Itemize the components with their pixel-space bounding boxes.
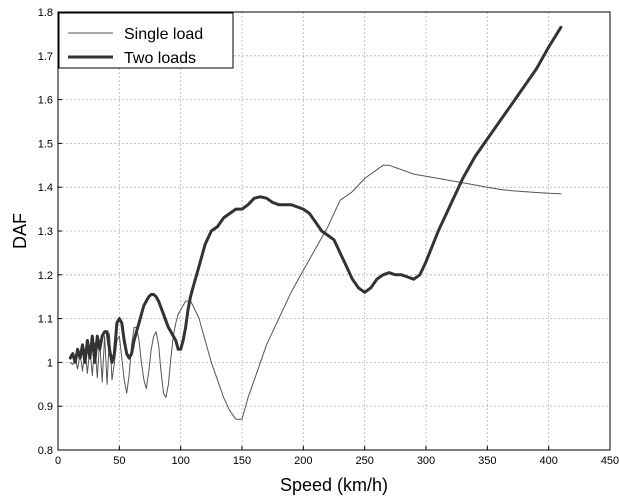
legend-label-single-load: Single load — [124, 26, 203, 43]
y-tick-label: 0.8 — [38, 445, 53, 457]
y-tick-label: 1.1 — [38, 314, 53, 326]
series-line-two-loads — [68, 25, 563, 364]
x-tick-label: 200 — [294, 455, 312, 467]
series-lines — [68, 25, 563, 420]
y-tick-label: 1.6 — [38, 95, 53, 107]
y-tick-label: 1.8 — [38, 7, 53, 19]
axis-ticks: 0 50 100 150 200 250 300 350 400 450 0.8 0.9 1 1.1 1.2… — [38, 7, 619, 467]
x-tick-label: 400 — [539, 455, 557, 467]
y-tick-label: 1 — [47, 357, 53, 369]
x-tick-label: 250 — [355, 455, 373, 467]
y-tick-label: 0.9 — [38, 401, 53, 413]
y-tick-label: 1.4 — [38, 182, 53, 194]
x-tick-label: 50 — [113, 455, 125, 467]
x-tick-label: 150 — [233, 455, 251, 467]
y-tick-label: 1.2 — [38, 270, 53, 282]
y-tick-label: 1.7 — [38, 51, 53, 63]
series-line-single-load — [69, 164, 562, 420]
legend: Single load Two loads — [58, 12, 234, 69]
y-axis-label: DAF — [10, 213, 30, 249]
x-tick-label: 0 — [55, 455, 61, 467]
legend-box — [58, 12, 234, 69]
y-tick-label: 1.3 — [38, 226, 53, 238]
x-tick-label: 300 — [417, 455, 435, 467]
x-axis-label: Speed (km/h) — [280, 475, 388, 495]
x-tick-label: 100 — [171, 455, 189, 467]
y-tick-label: 1.5 — [38, 138, 53, 150]
x-tick-label: 350 — [478, 455, 496, 467]
x-tick-label: 450 — [601, 455, 619, 467]
legend-label-two-loads: Two loads — [124, 50, 196, 67]
